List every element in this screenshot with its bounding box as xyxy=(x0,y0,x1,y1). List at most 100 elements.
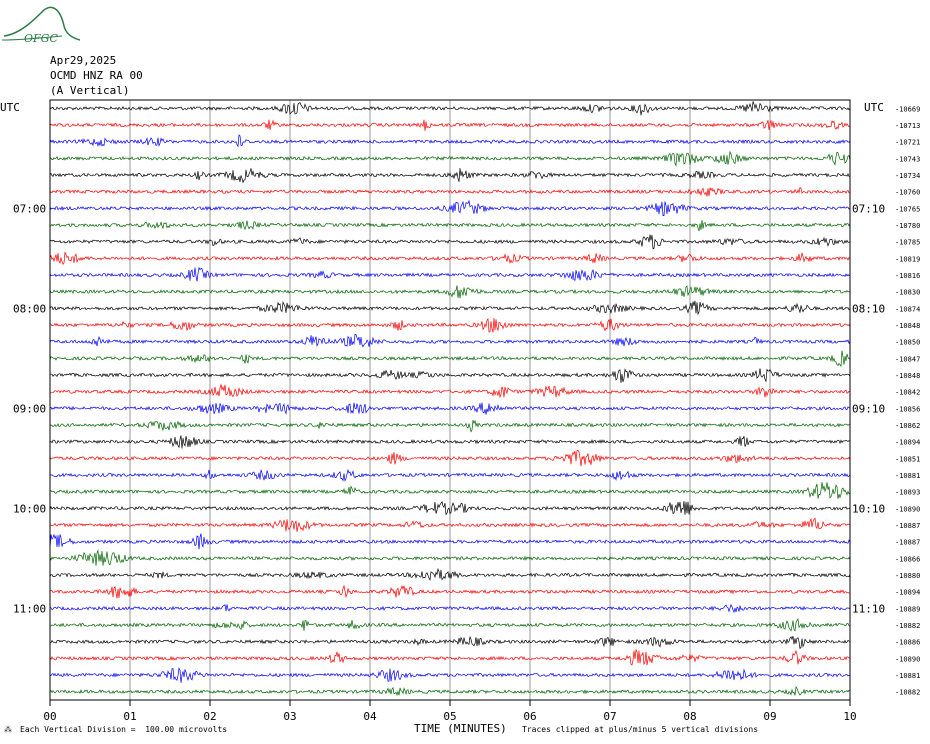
trace-offset-label: -10780 xyxy=(895,222,920,230)
trace-offset-label: -10882 xyxy=(895,689,920,697)
trace-offset-label: -10887 xyxy=(895,522,920,530)
x-tick-label: 03 xyxy=(283,710,296,723)
trace-offset-label: -10889 xyxy=(895,605,920,613)
seismic-trace xyxy=(49,584,851,599)
x-tick-label: 00 xyxy=(43,710,56,723)
trace-offset-label: -10856 xyxy=(895,405,920,413)
seismic-trace xyxy=(49,266,851,282)
right-utc-title: UTC xyxy=(864,101,884,114)
trace-offset-label: -10842 xyxy=(895,389,920,397)
trace-offset-label: -10851 xyxy=(895,455,920,463)
right-time-label: 09:10 xyxy=(852,402,885,415)
x-tick-label: 04 xyxy=(363,710,377,723)
trace-offset-label: -10880 xyxy=(895,572,920,580)
x-tick-label: 01 xyxy=(123,710,136,723)
seismic-trace xyxy=(49,220,851,232)
trace-offset-label: -10830 xyxy=(895,289,920,297)
x-tick-label: 10 xyxy=(843,710,856,723)
seismic-trace xyxy=(49,101,851,116)
trace-offset-label: -10890 xyxy=(895,505,920,513)
left-time-label: 10:00 xyxy=(13,502,46,515)
seismic-trace xyxy=(49,234,851,250)
seismic-trace xyxy=(49,368,851,383)
seismic-trace xyxy=(49,667,851,683)
header-station: OCMD HNZ RA 00 xyxy=(50,69,143,82)
footer-scale-note: Each Vertical Division = 100.00 microvol… xyxy=(20,725,228,734)
seismic-trace xyxy=(49,533,851,550)
seismic-trace xyxy=(49,168,850,184)
seismic-trace xyxy=(49,383,851,399)
minute-gridlines xyxy=(129,100,771,700)
trace-offset-label: -10850 xyxy=(895,339,920,347)
seismic-trace xyxy=(49,150,851,167)
ofgc-logo: OFGC xyxy=(1,6,80,45)
trace-offset-label: -10743 xyxy=(895,155,920,163)
trace-offset-label: -10847 xyxy=(895,355,920,363)
trace-offset-label: -10669 xyxy=(895,105,920,113)
trace-offset-label: -10866 xyxy=(895,555,920,563)
trace-offset-label: -10881 xyxy=(895,472,920,480)
right-time-label: 11:10 xyxy=(852,602,885,615)
trace-offset-label: -10760 xyxy=(895,189,920,197)
x-tick-label: 05 xyxy=(443,710,456,723)
trace-offset-label: -10886 xyxy=(895,639,920,647)
trace-offset-label: -10882 xyxy=(895,622,920,630)
trace-offset-label: -10721 xyxy=(895,139,920,147)
left-time-label: 08:00 xyxy=(13,302,46,315)
seismic-trace xyxy=(49,618,851,632)
seismic-trace xyxy=(49,251,851,266)
seismic-trace xyxy=(49,517,851,532)
footer-clip-note: Traces clipped at plus/minus 5 vertical … xyxy=(522,725,759,734)
trace-offset-label: -10887 xyxy=(895,539,920,547)
left-time-label: 11:00 xyxy=(13,602,46,615)
seismic-trace xyxy=(49,419,851,433)
logo-text: OFGC xyxy=(24,32,58,45)
trace-offset-label: -10894 xyxy=(895,439,920,447)
trace-offset-label: -10734 xyxy=(895,172,920,180)
seismic-trace xyxy=(49,635,851,650)
trace-offset-label: -10881 xyxy=(895,672,920,680)
x-tick-label: 08 xyxy=(683,710,696,723)
seismic-trace xyxy=(49,468,851,483)
trace-offset-label: -10862 xyxy=(895,422,920,430)
trace-offset-labels: -10669 -10713 -10721 -10743 -10734 -10760 -107… xyxy=(895,105,920,696)
seismic-trace xyxy=(49,285,851,299)
right-time-label: 07:10 xyxy=(852,202,885,215)
x-tick-label: 06 xyxy=(523,710,536,723)
trace-offset-label: -10713 xyxy=(895,122,920,130)
x-tick-label: 07 xyxy=(603,710,616,723)
seismic-trace xyxy=(49,648,851,666)
header-date: Apr29,2025 xyxy=(50,54,117,67)
left-time-labels: 07:00 08:00 09:00 10:00 11:00 xyxy=(13,202,46,615)
trace-offset-label: -10874 xyxy=(895,305,920,313)
seismic-traces xyxy=(49,101,851,697)
seismic-trace xyxy=(49,450,851,467)
seismic-trace xyxy=(49,317,851,333)
trace-offset-label: -10765 xyxy=(895,205,920,213)
left-time-label: 09:00 xyxy=(13,402,46,415)
seismic-trace xyxy=(49,402,851,415)
trace-offset-label: -10893 xyxy=(895,489,920,497)
logo-swoosh xyxy=(3,6,80,41)
right-time-labels: 07:10 08:10 09:10 10:10 11:10 xyxy=(852,202,885,615)
trace-offset-label: -10785 xyxy=(895,239,920,247)
seismic-trace xyxy=(49,549,851,566)
right-time-label: 10:10 xyxy=(852,502,885,515)
x-tick-labels: 00 01 02 03 04 05 06 07 08 09 10 xyxy=(43,700,857,723)
left-utc-title: UTC xyxy=(0,101,20,114)
left-time-label: 07:00 xyxy=(13,202,46,215)
seismic-trace xyxy=(49,482,851,499)
trace-offset-label: -10890 xyxy=(895,655,920,663)
seismic-trace xyxy=(49,300,851,316)
seismic-trace xyxy=(49,685,851,697)
seismic-trace xyxy=(49,134,851,148)
seismic-trace xyxy=(49,199,851,216)
trace-offset-label: -10848 xyxy=(895,372,920,380)
seismic-trace xyxy=(49,567,851,582)
seismic-trace xyxy=(49,186,850,197)
x-tick-label: 02 xyxy=(203,710,216,723)
trace-offset-label: -10894 xyxy=(895,589,920,597)
trace-offset-label: -10848 xyxy=(895,322,920,330)
seismic-trace xyxy=(49,603,851,614)
